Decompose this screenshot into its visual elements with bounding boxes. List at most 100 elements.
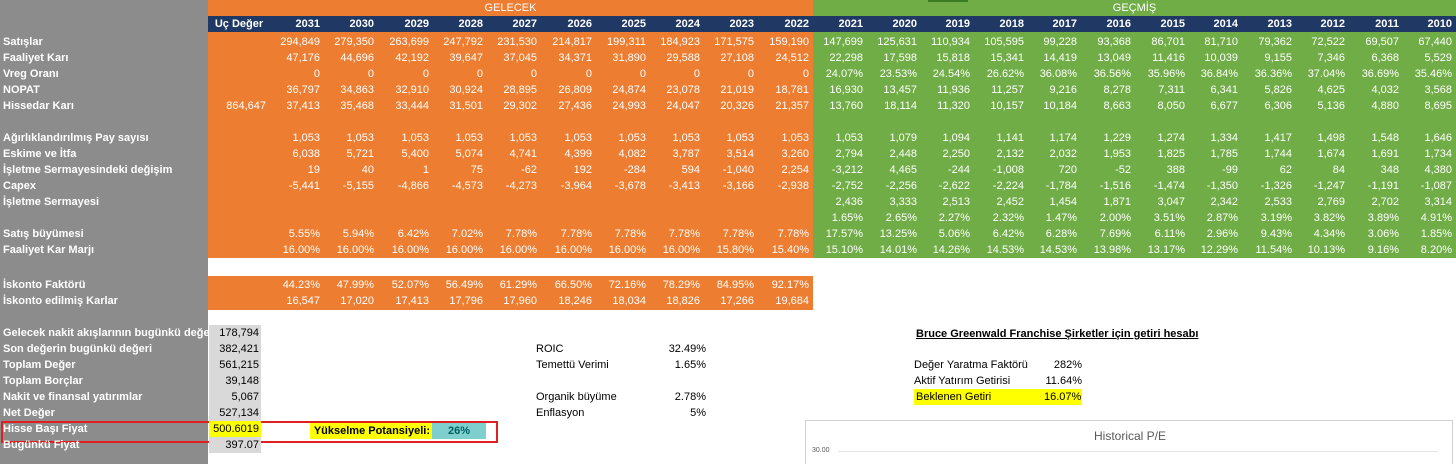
header-year-future[interactable]: 2023 bbox=[729, 18, 754, 30]
future-cell[interactable]: 24,874 bbox=[612, 84, 646, 96]
future-cell[interactable]: 6,038 bbox=[292, 148, 320, 160]
future-cell[interactable]: 37,045 bbox=[503, 52, 537, 64]
future-cell[interactable]: 199,311 bbox=[607, 36, 646, 48]
future-cell[interactable]: 7.78% bbox=[722, 228, 754, 240]
past-cell[interactable]: 72,522 bbox=[1311, 36, 1345, 48]
future-cell[interactable]: 7.78% bbox=[614, 228, 646, 240]
past-cell[interactable]: 6,341 bbox=[1210, 84, 1238, 96]
past-cell[interactable]: -1,008 bbox=[992, 164, 1024, 176]
past-cell[interactable]: 13.98% bbox=[1093, 244, 1131, 256]
past-cell[interactable]: 5,136 bbox=[1317, 100, 1345, 112]
future-cell[interactable]: 16.00% bbox=[445, 244, 483, 256]
future-cell[interactable]: 7.78% bbox=[668, 228, 700, 240]
future-cell[interactable]: 19 bbox=[307, 164, 320, 176]
metric-value[interactable]: 5% bbox=[690, 407, 706, 419]
header-terminal[interactable]: Uç Değer bbox=[214, 18, 264, 30]
past-cell[interactable]: 10.13% bbox=[1307, 244, 1345, 256]
header-year-past[interactable]: 2014 bbox=[1213, 18, 1238, 30]
future-cell[interactable]: 5.55% bbox=[288, 228, 320, 240]
future-cell[interactable]: 1 bbox=[422, 164, 429, 176]
past-cell[interactable]: -244 bbox=[947, 164, 970, 176]
future-cell[interactable]: 39,647 bbox=[449, 52, 483, 64]
future-cell[interactable]: 15.80% bbox=[716, 244, 754, 256]
past-cell[interactable]: 37.04% bbox=[1307, 68, 1345, 80]
future-cell[interactable]: 0 bbox=[639, 68, 646, 80]
past-cell[interactable]: 2,769 bbox=[1317, 196, 1345, 208]
past-cell[interactable]: 6,677 bbox=[1210, 100, 1238, 112]
future-cell[interactable]: 5,721 bbox=[346, 148, 374, 160]
past-cell[interactable]: 15.10% bbox=[825, 244, 863, 256]
past-cell[interactable]: 15,818 bbox=[936, 52, 970, 64]
future-cell[interactable]: 16.00% bbox=[282, 244, 320, 256]
past-cell[interactable]: 2,132 bbox=[996, 148, 1024, 160]
future-cell[interactable]: 34,863 bbox=[340, 84, 374, 96]
past-cell[interactable]: 3.19% bbox=[1260, 212, 1292, 224]
past-cell[interactable]: 36.36% bbox=[1254, 68, 1292, 80]
future-cell[interactable]: -3,964 bbox=[560, 180, 592, 192]
future-cell[interactable]: 15.40% bbox=[771, 244, 809, 256]
header-year-past[interactable]: 2018 bbox=[999, 18, 1024, 30]
future-cell[interactable]: 0 bbox=[530, 68, 537, 80]
past-cell[interactable]: 4,625 bbox=[1317, 84, 1345, 96]
past-cell[interactable]: 3.06% bbox=[1367, 228, 1399, 240]
past-cell[interactable]: 36.84% bbox=[1200, 68, 1238, 80]
past-cell[interactable]: 6.11% bbox=[1154, 228, 1185, 240]
future-cell[interactable]: 5,074 bbox=[455, 148, 483, 160]
discount-cell[interactable]: 52.07% bbox=[391, 279, 429, 291]
past-cell[interactable]: 8,278 bbox=[1103, 84, 1131, 96]
future-cell[interactable]: 1,053 bbox=[292, 132, 320, 144]
discount-cell[interactable]: 44.23% bbox=[282, 279, 320, 291]
past-cell[interactable]: 2,436 bbox=[835, 196, 863, 208]
past-cell[interactable]: 2,794 bbox=[835, 148, 863, 160]
future-cell[interactable]: 35,468 bbox=[340, 100, 374, 112]
past-cell[interactable]: 23.53% bbox=[879, 68, 917, 80]
header-year-future[interactable]: 2031 bbox=[295, 18, 320, 30]
discount-cell[interactable]: 17,020 bbox=[340, 295, 374, 307]
future-cell[interactable]: 24,512 bbox=[775, 52, 809, 64]
past-cell[interactable]: 4,380 bbox=[1424, 164, 1452, 176]
future-cell[interactable]: 7.78% bbox=[560, 228, 592, 240]
future-cell[interactable]: 29,302 bbox=[503, 100, 537, 112]
greenwald-value[interactable]: 282% bbox=[1053, 359, 1082, 371]
future-cell[interactable]: 37,413 bbox=[286, 100, 320, 112]
past-cell[interactable]: 11,416 bbox=[1152, 52, 1185, 64]
future-cell[interactable]: 18,781 bbox=[775, 84, 809, 96]
past-cell[interactable]: 1,691 bbox=[1371, 148, 1399, 160]
past-cell[interactable]: 5.06% bbox=[938, 228, 970, 240]
past-cell[interactable]: -3,212 bbox=[831, 164, 863, 176]
header-year-past[interactable]: 2019 bbox=[945, 18, 970, 30]
future-cell[interactable]: -5,155 bbox=[342, 180, 374, 192]
future-cell[interactable]: 4,399 bbox=[564, 148, 592, 160]
header-year-past[interactable]: 2020 bbox=[892, 18, 917, 30]
future-cell[interactable]: 0 bbox=[585, 68, 592, 80]
future-cell[interactable]: 16.00% bbox=[554, 244, 592, 256]
past-cell[interactable]: 2,342 bbox=[1210, 196, 1238, 208]
past-cell[interactable]: 2,702 bbox=[1371, 196, 1399, 208]
past-cell[interactable]: 4,880 bbox=[1371, 100, 1399, 112]
valuation-value[interactable]: 382,421 bbox=[209, 341, 261, 357]
future-cell[interactable]: 16.00% bbox=[499, 244, 537, 256]
discount-cell[interactable]: 66.50% bbox=[554, 279, 592, 291]
past-cell[interactable]: 35.96% bbox=[1147, 68, 1185, 80]
future-cell[interactable]: 2,254 bbox=[781, 164, 809, 176]
past-cell[interactable]: 10,184 bbox=[1043, 100, 1077, 112]
future-cell[interactable]: -1,040 bbox=[722, 164, 754, 176]
future-cell[interactable]: 1,053 bbox=[509, 132, 537, 144]
future-cell[interactable]: 279,350 bbox=[334, 36, 374, 48]
past-cell[interactable]: 4,465 bbox=[889, 164, 917, 176]
header-year-future[interactable]: 2024 bbox=[675, 18, 700, 30]
past-cell[interactable]: 7,311 bbox=[1158, 84, 1185, 96]
past-cell[interactable]: 1,646 bbox=[1424, 132, 1452, 144]
past-cell[interactable]: 1,548 bbox=[1371, 132, 1399, 144]
past-cell[interactable]: 14.26% bbox=[932, 244, 970, 256]
future-cell[interactable]: -284 bbox=[623, 164, 646, 176]
past-cell[interactable]: 15,341 bbox=[990, 52, 1024, 64]
future-cell[interactable]: 6.42% bbox=[397, 228, 429, 240]
future-cell[interactable]: 23,078 bbox=[666, 84, 700, 96]
future-cell[interactable]: 47,176 bbox=[286, 52, 320, 64]
past-cell[interactable]: 2,032 bbox=[1049, 148, 1077, 160]
future-cell[interactable]: 1,053 bbox=[618, 132, 646, 144]
future-cell[interactable]: 1,053 bbox=[346, 132, 374, 144]
past-cell[interactable]: 2.00% bbox=[1099, 212, 1131, 224]
past-cell[interactable]: 125,631 bbox=[877, 36, 917, 48]
